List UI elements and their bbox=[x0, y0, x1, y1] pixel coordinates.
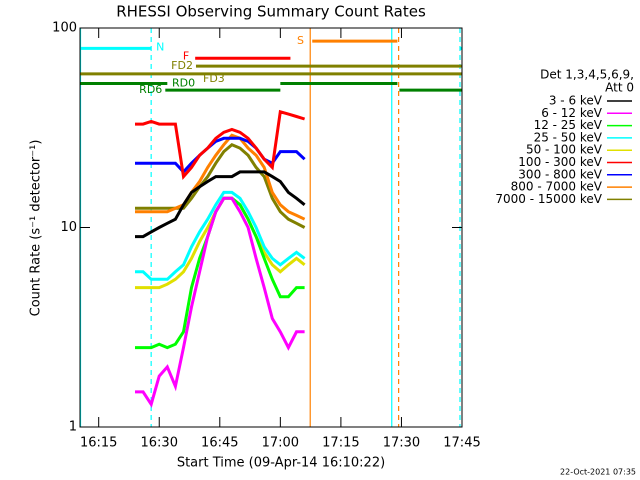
series-line bbox=[135, 190, 306, 281]
series-line bbox=[135, 170, 306, 239]
y-tick-label: 100 bbox=[52, 21, 77, 36]
flag-label: RD6 bbox=[139, 83, 162, 96]
x-tick-label: 17:00 bbox=[262, 436, 299, 451]
legend-label: 25 - 50 keV bbox=[534, 130, 603, 144]
series-line bbox=[135, 196, 305, 408]
footer: 22-Oct-2021 07:35 bbox=[560, 468, 636, 477]
x-tick-label: 17:15 bbox=[322, 436, 359, 451]
flag-label: S bbox=[297, 34, 304, 47]
legend-label: 7000 - 15000 keV bbox=[495, 192, 602, 206]
y-axis-label: Count Rate (s⁻¹ detector⁻¹) bbox=[29, 140, 44, 317]
legend-label: 800 - 7000 keV bbox=[511, 180, 603, 194]
x-axis-label: Start Time (09-Apr-14 16:10:22) bbox=[177, 456, 385, 471]
flag-label: N bbox=[156, 40, 164, 53]
y-tick-label: 10 bbox=[60, 220, 77, 235]
flag-label: FD3 bbox=[203, 72, 225, 85]
x-tick-label: 16:45 bbox=[201, 436, 238, 451]
flag-label: FD2 bbox=[171, 59, 193, 72]
legend-label: 100 - 300 keV bbox=[518, 155, 602, 169]
legend-label: 50 - 100 keV bbox=[526, 143, 603, 157]
series-line bbox=[135, 142, 306, 229]
legend-header: Det 1,3,4,5,6,9, bbox=[540, 68, 634, 82]
legend-label: 6 - 12 keV bbox=[541, 106, 603, 120]
x-tick-label: 17:30 bbox=[383, 436, 420, 451]
x-tick-label: 17:45 bbox=[443, 436, 480, 451]
y-tick-label: 1 bbox=[69, 420, 77, 435]
x-tick-label: 16:30 bbox=[141, 436, 178, 451]
chart-title: RHESSI Observing Summary Count Rates bbox=[116, 3, 426, 21]
flag-label: F bbox=[183, 49, 189, 62]
legend-label: 3 - 6 keV bbox=[549, 94, 603, 108]
legend-label: 12 - 25 keV bbox=[534, 118, 603, 132]
series-line bbox=[135, 133, 306, 221]
series-line bbox=[135, 109, 306, 181]
flag-label: RD0 bbox=[172, 76, 195, 89]
legend-label: 300 - 800 keV bbox=[518, 167, 602, 181]
series-line bbox=[135, 136, 306, 175]
legend-header: Att 0 bbox=[605, 81, 634, 95]
x-tick-label: 16:15 bbox=[80, 436, 117, 451]
